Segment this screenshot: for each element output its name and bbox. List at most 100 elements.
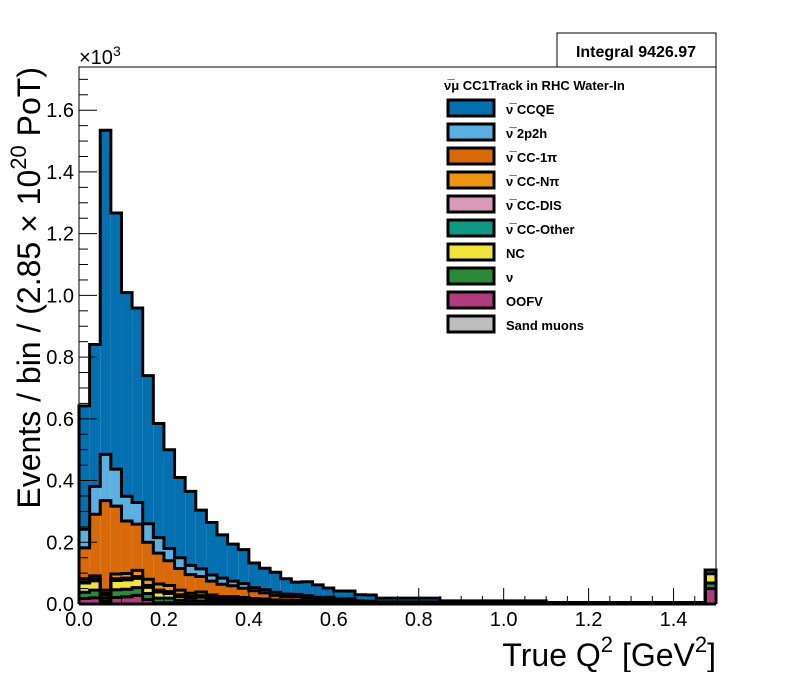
bar--2p2h-7 <box>153 538 164 553</box>
y-axis-label: Events / bin / (2.85 × 1020 PoT) <box>6 67 47 509</box>
bar--cc-1--3 <box>111 506 122 574</box>
bar--ccqe-22 <box>313 585 324 597</box>
bar--ccqe-10 <box>185 491 196 565</box>
bar--ccqe-4 <box>121 293 132 497</box>
bar--2p2h-6 <box>143 524 154 543</box>
bar--cc-1--12 <box>206 581 217 595</box>
bar--ccqe-18 <box>270 572 281 592</box>
legend-header: ν̅μ CC1Track in RHC Water-In <box>444 78 625 93</box>
y-tick-label: 1.2 <box>46 224 74 246</box>
bar--ccqe-11 <box>196 510 207 569</box>
legend-label: OOFV <box>506 294 543 309</box>
x-axis-label-sup: 2 <box>601 632 613 657</box>
bar--cc-1--4 <box>121 521 132 573</box>
bar--2p2h-8 <box>164 548 175 560</box>
bar--ccqe-15 <box>238 550 249 584</box>
y-tick-label: 0.8 <box>46 347 74 369</box>
bar--2p2h-3 <box>111 469 122 506</box>
x-axis-label-unit-sup: 2 <box>695 632 707 657</box>
x-tick-label: 0.4 <box>235 609 263 631</box>
legend-swatch <box>448 244 494 260</box>
x-tick-label: 1.0 <box>490 609 518 631</box>
bar--ccqe-9 <box>175 477 186 557</box>
x-tick-label: 1.4 <box>660 609 688 631</box>
legend-label: ν <box>506 270 513 285</box>
bar--ccqe-5 <box>132 308 143 502</box>
bar--ccqe-7 <box>153 423 164 537</box>
y-tick-label: 0.0 <box>46 594 74 616</box>
bar--cc-1--0 <box>79 548 90 579</box>
legend-label: Sand muons <box>506 318 584 333</box>
bar--cc-1--11 <box>196 577 207 592</box>
bar--cc-1--1 <box>90 514 101 576</box>
stats-box-text: Integral 9426.97 <box>576 44 696 61</box>
x-axis-label-close: ] <box>707 637 716 672</box>
bar--ccqe-13 <box>217 535 228 578</box>
y-multiplier-exponent: 3 <box>113 43 121 59</box>
y-tick-label: 1.6 <box>46 100 74 122</box>
x-tick-label: 0.6 <box>320 609 348 631</box>
y-axis-label-main: Events / bin / (2.85 × 10 <box>11 170 47 509</box>
legend-label: ν̅ CC-DIS <box>506 198 562 213</box>
bar--cc-1--5 <box>132 524 143 570</box>
legend-swatch <box>448 196 494 212</box>
legend-swatch <box>448 268 494 284</box>
bar--2p2h-4 <box>121 496 132 521</box>
legend-swatch <box>448 172 494 188</box>
bar--cc-1--13 <box>217 584 228 596</box>
legend-label: ν̅ 2p2h <box>506 126 547 141</box>
bar--ccqe-16 <box>249 563 260 588</box>
bar--cc-1--2 <box>100 501 111 591</box>
bar--2p2h-0 <box>79 529 90 548</box>
bar--ccqe-1 <box>90 344 101 486</box>
y-multiplier-base: ×10 <box>79 47 113 69</box>
bar--2p2h-5 <box>132 502 143 524</box>
bar--ccqe-14 <box>228 544 239 581</box>
bar--cc-1--14 <box>228 586 239 597</box>
bar--2p2h-2 <box>100 454 111 500</box>
legend-swatch <box>448 148 494 164</box>
bar--cc-1--6 <box>143 542 154 579</box>
bar--ccqe-20 <box>291 582 302 594</box>
legend-label: NC <box>506 246 525 261</box>
bar--ccqe-6 <box>143 376 154 524</box>
bar--ccqe-21 <box>302 582 313 596</box>
bar--ccqe-19 <box>281 579 292 594</box>
bar--cc-1--9 <box>175 569 186 591</box>
x-axis-label-unit: [GeV <box>613 637 695 672</box>
y-tick-label: 1.0 <box>46 285 74 307</box>
stats-box: Integral 9426.97 <box>557 33 716 67</box>
x-axis-label-main: True Q <box>502 637 600 672</box>
legend-swatch <box>448 220 494 236</box>
bar--cc-1--8 <box>164 561 175 586</box>
bar--cc-1--7 <box>153 553 164 584</box>
bar--ccqe-8 <box>164 450 175 549</box>
bar--ccqe-0 <box>79 406 90 529</box>
x-tick-label: 0.8 <box>405 609 433 631</box>
bar--2p2h-1 <box>90 486 101 514</box>
legend-swatch <box>448 100 494 116</box>
legend-swatch <box>448 124 494 140</box>
y-tick-label: 1.4 <box>46 162 74 184</box>
legend-label: ν̅ CCQE <box>506 102 555 117</box>
y-tick-label: 0.4 <box>46 471 74 493</box>
y-tick-label: 0.6 <box>46 409 74 431</box>
bar--ccqe-12 <box>206 523 217 575</box>
legend-swatch <box>448 316 494 332</box>
legend-label: ν̅ CC-Nπ <box>506 174 559 189</box>
legend-label: ν̅ CC-1π <box>506 150 557 165</box>
x-tick-label: 1.2 <box>575 609 603 631</box>
y-axis-label-close: PoT) <box>11 67 47 145</box>
legend-swatch <box>448 292 494 308</box>
bar--ccqe-2 <box>100 130 111 454</box>
bar-oofv-59 <box>705 589 716 604</box>
bar--ccqe-3 <box>111 213 122 469</box>
y-tick-label: 0.2 <box>46 532 74 554</box>
y-axis-label-sup: 20 <box>6 145 31 169</box>
bar--ccqe-17 <box>259 568 270 590</box>
bar--2p2h-9 <box>175 558 186 569</box>
x-tick-label: 0.2 <box>150 609 178 631</box>
legend-label: ν̅ CC-Other <box>506 222 575 237</box>
